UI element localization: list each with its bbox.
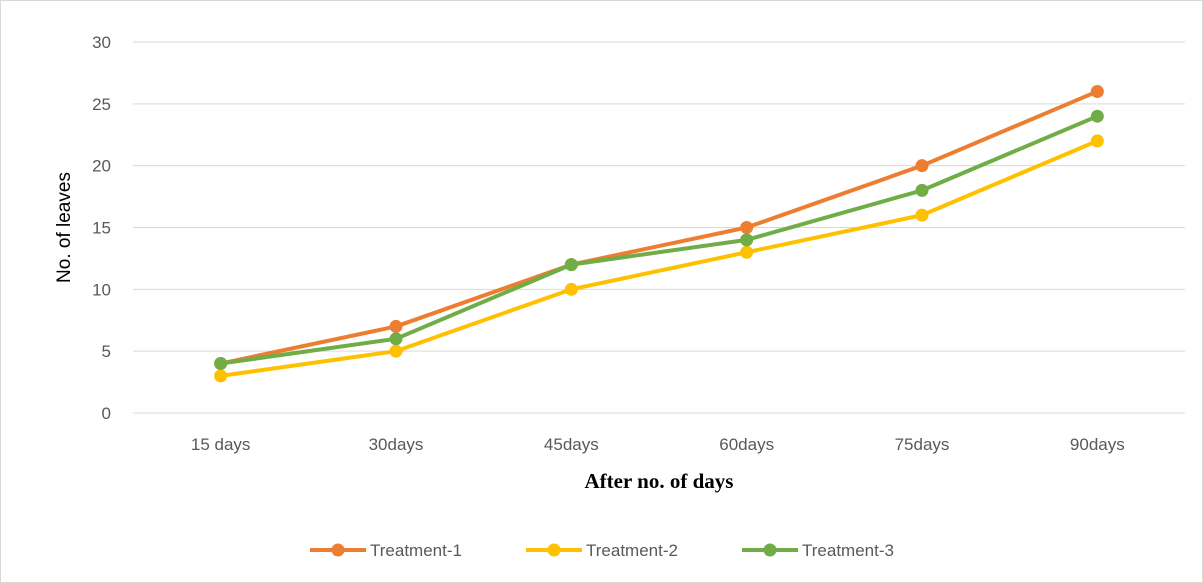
data-point bbox=[214, 357, 228, 371]
x-axis-label: After no. of days bbox=[585, 469, 734, 493]
y-tick-label: 0 bbox=[102, 404, 111, 423]
data-point bbox=[564, 282, 578, 296]
data-point bbox=[1090, 84, 1104, 98]
x-tick-label: 60days bbox=[719, 435, 774, 454]
y-axis-label: No. of leaves bbox=[54, 172, 75, 283]
legend-item: Treatment-1 bbox=[310, 541, 462, 560]
data-point bbox=[740, 233, 754, 247]
y-axis-ticks: 0 5 10 15 20 25 30 bbox=[92, 33, 111, 423]
x-tick-label: 45days bbox=[544, 435, 599, 454]
data-point bbox=[915, 183, 929, 197]
data-point bbox=[389, 332, 403, 346]
x-axis-ticks: 15 days 30days 45days 60days 75days 90days bbox=[191, 435, 1125, 454]
y-tick-label: 5 bbox=[102, 342, 111, 361]
data-point bbox=[1090, 134, 1104, 148]
legend-label: Treatment-3 bbox=[802, 541, 894, 560]
y-tick-label: 30 bbox=[92, 33, 111, 52]
data-point bbox=[740, 245, 754, 259]
series-line bbox=[218, 89, 1100, 366]
x-tick-label: 30days bbox=[369, 435, 424, 454]
y-tick-label: 20 bbox=[92, 157, 111, 176]
data-point bbox=[915, 208, 929, 222]
legend: Treatment-1 Treatment-2 Treatment-3 bbox=[310, 541, 894, 560]
data-point bbox=[915, 159, 929, 173]
legend-label: Treatment-2 bbox=[586, 541, 678, 560]
data-point bbox=[564, 258, 578, 272]
x-tick-label: 15 days bbox=[191, 435, 251, 454]
legend-label: Treatment-1 bbox=[370, 541, 462, 560]
legend-marker bbox=[763, 543, 777, 557]
y-tick-label: 25 bbox=[92, 95, 111, 114]
series-line bbox=[218, 114, 1100, 366]
series-2 bbox=[214, 134, 1104, 383]
x-tick-label: 90days bbox=[1070, 435, 1125, 454]
legend-item: Treatment-2 bbox=[526, 541, 678, 560]
data-point bbox=[1090, 109, 1104, 123]
series-group bbox=[214, 84, 1104, 383]
legend-marker bbox=[331, 543, 345, 557]
gridlines bbox=[133, 41, 1185, 352]
series-3 bbox=[214, 109, 1104, 371]
y-tick-label: 10 bbox=[92, 280, 111, 299]
data-point bbox=[214, 369, 228, 383]
legend-marker bbox=[547, 543, 561, 557]
y-tick-label: 15 bbox=[92, 219, 111, 238]
series-line bbox=[218, 138, 1100, 378]
legend-item: Treatment-3 bbox=[742, 541, 894, 560]
data-point bbox=[389, 344, 403, 358]
data-point bbox=[740, 221, 754, 234]
data-point bbox=[389, 319, 403, 333]
x-tick-label: 75days bbox=[895, 435, 950, 454]
